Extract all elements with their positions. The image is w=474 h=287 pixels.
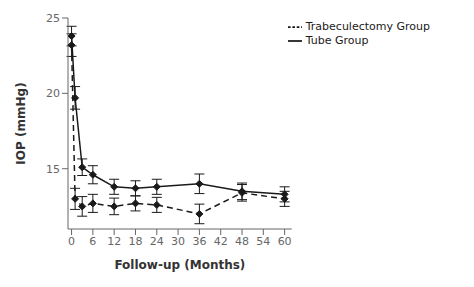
svg-text:42: 42 (214, 235, 228, 248)
svg-text:0: 0 (68, 235, 75, 248)
svg-text:24: 24 (150, 235, 164, 248)
svg-text:6: 6 (89, 235, 96, 248)
svg-text:Follow-up (Months): Follow-up (Months) (114, 258, 245, 272)
svg-text:30: 30 (171, 235, 185, 248)
svg-text:60: 60 (278, 235, 292, 248)
svg-text:25: 25 (46, 12, 60, 25)
svg-text:20: 20 (46, 87, 60, 100)
html-text:Tube Group: Tube Group (305, 34, 369, 47)
svg-text:36: 36 (192, 235, 206, 248)
svg-text:15: 15 (46, 163, 60, 176)
svg-text:54: 54 (256, 235, 270, 248)
svg-text:48: 48 (235, 235, 249, 248)
html-text:Trabeculectomy Group: Trabeculectomy Group (305, 20, 430, 33)
svg-text:12: 12 (107, 235, 121, 248)
svg-text:IOP (mmHg): IOP (mmHg) (14, 82, 28, 164)
svg-text:18: 18 (128, 235, 142, 248)
